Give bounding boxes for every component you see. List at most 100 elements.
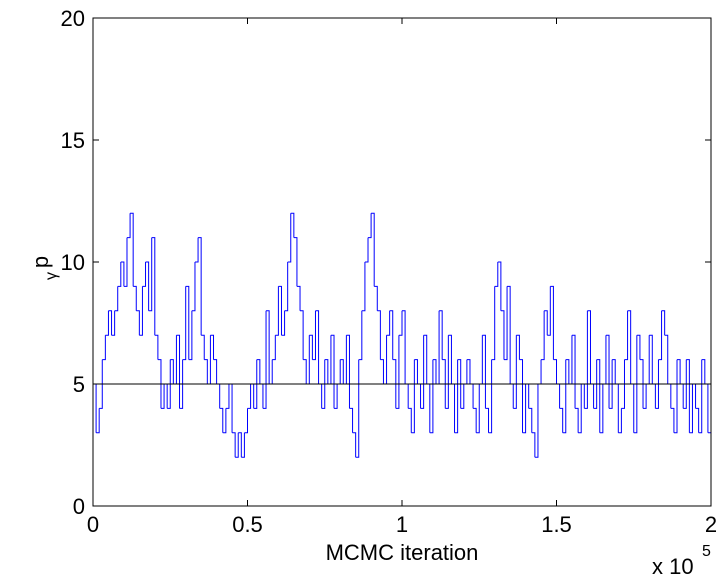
trace-step <box>191 262 196 312</box>
y-tick-label: 10 <box>61 250 85 275</box>
trace-step <box>201 334 205 360</box>
x-tick-label: 1.5 <box>541 512 572 537</box>
trace-step <box>445 335 449 409</box>
trace-step <box>377 310 381 360</box>
y-axis-label-subscript: γ <box>43 272 60 280</box>
trace-step <box>500 310 505 360</box>
trace-step <box>102 335 106 361</box>
trace-step <box>361 262 366 312</box>
trace-step <box>275 286 279 336</box>
trace-step <box>133 285 137 311</box>
trace-step <box>334 384 338 409</box>
trace-step <box>358 310 363 361</box>
trace-step <box>167 359 171 409</box>
trace-step <box>312 310 316 361</box>
trace-step <box>139 286 143 336</box>
trace-step <box>117 262 122 287</box>
trace-step <box>278 285 282 336</box>
trace-step <box>324 359 329 384</box>
trace-step <box>513 335 517 409</box>
trace-step <box>380 359 384 384</box>
trace-step <box>392 359 397 409</box>
trace-step <box>389 310 394 360</box>
trace-step <box>111 310 116 336</box>
trace-step <box>575 407 579 433</box>
trace-step <box>664 334 669 384</box>
trace-step <box>612 359 616 384</box>
trace-step <box>281 310 286 336</box>
trace-step <box>253 359 258 409</box>
trace-step <box>423 334 428 384</box>
trace-step <box>340 359 344 384</box>
trace-step <box>188 310 193 361</box>
trace-step <box>599 384 604 434</box>
trace-step <box>442 359 446 409</box>
trace-step <box>408 407 412 433</box>
trace-step <box>624 310 629 361</box>
trace-step <box>544 310 548 336</box>
trace-step <box>497 261 502 311</box>
trace-step <box>565 359 570 384</box>
trace-step <box>185 285 190 360</box>
trace-step <box>519 359 524 433</box>
trace-step <box>213 359 218 384</box>
trace-step <box>473 407 477 433</box>
trace-step <box>154 334 159 360</box>
x-axis-label: MCMC iteration <box>326 540 479 565</box>
trace-step <box>534 384 539 458</box>
trace-step <box>609 359 613 409</box>
trace-step <box>120 261 125 287</box>
y-tick-label: 0 <box>73 494 85 519</box>
x-tick-label: 2 <box>705 512 717 537</box>
y-tick-label: 15 <box>61 128 85 153</box>
trace-step <box>457 359 462 409</box>
trace-step <box>266 310 270 384</box>
trace-step <box>238 432 242 458</box>
trace-step <box>170 359 174 384</box>
trace-step <box>315 310 320 384</box>
trace-step <box>553 359 557 384</box>
trace-step <box>584 310 588 409</box>
trace-step <box>262 310 267 409</box>
trace-step <box>559 407 564 433</box>
trace-step <box>145 261 150 311</box>
trace-step <box>596 359 601 433</box>
x-multiplier: x 10 <box>652 554 694 577</box>
trace-step <box>371 212 375 287</box>
trace-step <box>151 237 156 336</box>
trace-step <box>670 407 675 433</box>
trace-step <box>296 285 301 311</box>
trace-step <box>695 407 700 433</box>
trace-step <box>395 335 400 409</box>
trace-step <box>108 310 113 336</box>
y-tick-label: 20 <box>61 6 85 31</box>
trace-step <box>633 335 638 434</box>
trace-step <box>241 432 245 458</box>
trace-step <box>244 408 248 434</box>
trace-step <box>364 237 369 263</box>
trace-step <box>352 432 357 458</box>
trace-step <box>550 285 554 360</box>
trace-step <box>160 384 165 409</box>
trace-step <box>516 334 520 360</box>
trace-step <box>114 286 119 312</box>
trace-step <box>293 237 298 287</box>
trace-step <box>105 310 109 336</box>
trace-step <box>677 359 681 384</box>
trace-step <box>222 408 227 434</box>
trace-step <box>701 359 706 384</box>
trace-step <box>643 384 647 409</box>
x-tick-label: 0 <box>87 512 99 537</box>
trace-step <box>386 310 391 336</box>
x-exponent: 5 <box>702 543 711 560</box>
trace-step <box>219 407 224 433</box>
trace-step <box>99 359 103 409</box>
trace-step <box>182 286 187 361</box>
trace-step <box>398 310 403 336</box>
trace-step <box>290 212 295 238</box>
trace-step <box>232 432 236 458</box>
trace-step <box>349 407 354 433</box>
trace-step <box>272 335 276 361</box>
trace-step <box>494 262 499 287</box>
